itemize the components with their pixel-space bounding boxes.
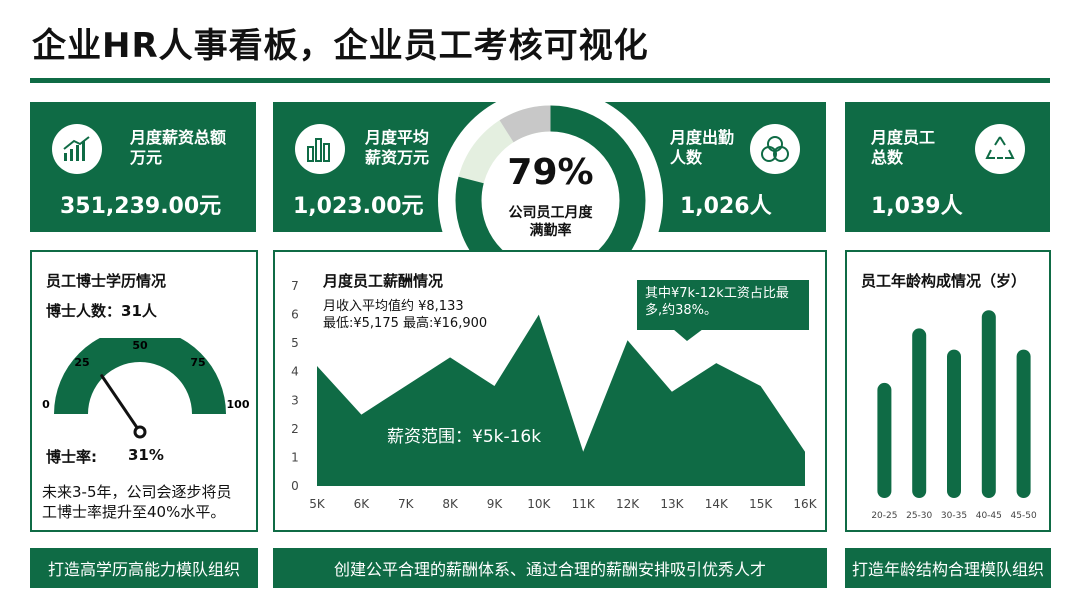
x-tick-label: 6K	[354, 497, 371, 511]
gauge-tick: 75	[190, 356, 205, 369]
age-category-label: 40-45	[976, 511, 1002, 521]
x-tick-label: 13K	[660, 497, 684, 511]
callout-line: 其中¥7k-12k工资占比最	[645, 286, 789, 301]
age-panel: 员工年龄构成情况（岁） 20-25 25-30 30-35 40-45 45-50	[845, 250, 1051, 532]
y-tick-label: 0	[291, 479, 299, 493]
gauge-band	[54, 338, 226, 414]
phd-count: 博士人数：31人	[46, 302, 157, 320]
bar-chart-icon	[295, 124, 345, 174]
kpi-label-line: 总数	[871, 148, 904, 167]
age-category-label: 25-30	[906, 511, 932, 521]
age-category-label: 30-35	[941, 511, 967, 521]
salary-panel: 0 1 2 3 4 5 6 7 5K 6K 7K 8K 9K 10K 11K 12K 13K 14K 15K 16K…	[273, 250, 827, 532]
x-tick-label: 9K	[487, 497, 504, 511]
page-title: 企业HR人事看板，企业员工考核可视化	[32, 26, 649, 66]
age-chart: 20-25 25-30 30-35 40-45 45-50	[871, 310, 1037, 521]
kpi-label-line: 薪资万元	[365, 148, 430, 167]
title-rule	[30, 78, 1050, 83]
bar-chart-growth-icon	[52, 124, 102, 174]
gauge-tick: 100	[227, 398, 250, 411]
footer-banner: 打造年龄结构合理模队组织	[845, 548, 1051, 588]
x-tick-label: 15K	[749, 497, 773, 511]
age-bar	[947, 349, 961, 498]
age-bar	[912, 328, 927, 498]
salary-area-label: 薪资范围：¥5k-16k	[387, 427, 541, 447]
salary-chart: 0 1 2 3 4 5 6 7 5K 6K 7K 8K 9K 10K 11K 12K 13K 14K 15K 16K…	[291, 279, 818, 511]
age-category-label: 20-25	[871, 511, 897, 521]
ring-label-line: 满勤率	[529, 223, 572, 239]
gauge-tick: 50	[132, 339, 148, 352]
kpi-total-salary: 月度薪资总额 万元 351,239.00元	[30, 102, 256, 232]
kpi-value: 351,239.00元	[60, 194, 222, 219]
kpi-total-staff: 月度员工 总数 1,039人	[845, 102, 1050, 232]
ring-label-line: 公司员工月度	[508, 205, 593, 221]
callout-pointer	[673, 329, 703, 341]
gauge-tick: 0	[42, 398, 50, 411]
kpi-value: 1,039人	[871, 194, 963, 219]
phd-note-line: 未来3-5年，公司会逐步将员	[42, 483, 232, 501]
y-tick-label: 1	[291, 450, 299, 464]
kpi-value: 1,026人	[680, 194, 772, 219]
salary-info-line: 月收入平均值约 ¥8,133	[323, 299, 464, 314]
salary-area	[317, 314, 805, 486]
kpi-label-line: 月度员工	[871, 128, 936, 147]
phd-rate-label: 博士率:	[46, 448, 97, 466]
age-bar	[981, 310, 996, 498]
salary-callout: 其中¥7k-12k工资占比最 多,约38%。	[637, 280, 809, 330]
kpi-label-line: 万元	[130, 148, 163, 167]
ring-percent: 79%	[507, 152, 594, 193]
y-tick-label: 5	[291, 336, 299, 350]
age-title: 员工年龄构成情况（岁）	[861, 272, 1027, 290]
gauge-needle	[100, 374, 142, 434]
recycle-triangle-icon	[975, 124, 1025, 174]
kpi-value: 1,023.00元	[293, 194, 424, 219]
callout-line: 多,约38%。	[645, 303, 718, 318]
x-tick-label: 10K	[527, 497, 551, 511]
x-tick-label: 5K	[309, 497, 326, 511]
gauge-pivot	[133, 425, 147, 439]
age-bar	[877, 382, 892, 498]
salary-info-line: 最低:¥5,175 最高:¥16,900	[323, 316, 488, 331]
phd-note-line: 工博士率提升至40%水平。	[42, 503, 226, 521]
y-tick-label: 7	[291, 279, 299, 293]
x-tick-label: 14K	[705, 497, 729, 511]
x-tick-label: 16K	[793, 497, 817, 511]
kpi-label-line: 人数	[670, 148, 703, 167]
y-tick-label: 3	[291, 393, 299, 407]
gauge-tick: 25	[74, 356, 89, 369]
x-tick-label: 12K	[616, 497, 640, 511]
phd-title: 员工博士学历情况	[46, 272, 167, 290]
three-circles-icon	[750, 124, 800, 174]
kpi-label-line: 月度薪资总额	[130, 128, 227, 147]
kpi-label-line: 月度出勤	[670, 128, 735, 147]
y-tick-label: 4	[291, 365, 299, 379]
age-bar	[1016, 349, 1031, 498]
y-tick-label: 6	[291, 308, 299, 322]
salary-title: 月度员工薪酬情况	[323, 272, 444, 290]
phd-panel: 员工博士学历情况 博士人数：31人 0 25 50 75 100 博士率: 31…	[30, 250, 258, 532]
x-tick-label: 11K	[572, 497, 596, 511]
footer-banner: 创建公平合理的薪酬体系、通过合理的薪酬安排吸引优秀人才	[273, 548, 827, 588]
footer-banner: 打造高学历高能力模队组织	[30, 548, 258, 588]
kpi-label-line: 月度平均	[365, 128, 430, 147]
x-tick-label: 7K	[398, 497, 415, 511]
phd-rate-value: 31%	[128, 446, 164, 464]
ring-gray-segment	[455, 105, 646, 296]
age-category-label: 45-50	[1011, 511, 1037, 521]
y-tick-label: 2	[291, 422, 299, 436]
x-tick-label: 8K	[442, 497, 459, 511]
phd-gauge: 0 25 50 75 100	[42, 338, 250, 439]
